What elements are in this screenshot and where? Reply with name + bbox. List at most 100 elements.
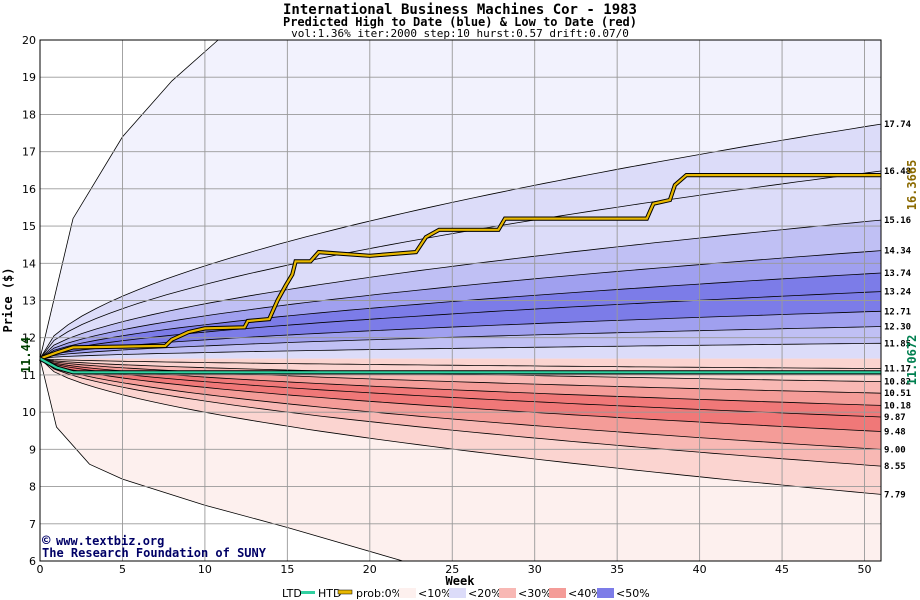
y-tick-label-20: 20 [22, 34, 36, 47]
high-quantile-label-7: 12.30 [884, 323, 911, 333]
high-quantile-line-0 [39, 123, 882, 359]
x-axis-label: Week [446, 574, 476, 588]
low-quantile-label-5: 9.00 [884, 445, 906, 455]
high-quantile-line-1 [39, 170, 882, 359]
axis-ticks: 0 5 10 15 20 25 30 35 40 45 50 6 7 8 9 10 11 12 13 14 15 16 17… [22, 34, 872, 576]
high-quantile-line-2 [39, 219, 882, 359]
legend-band-0-label: <10% [418, 587, 452, 600]
low-band-5 [40, 358, 881, 467]
low-quantile-label-2: 10.18 [884, 401, 911, 411]
copyright-icon: © [42, 533, 51, 549]
y-axis-label: Price ($) [1, 267, 15, 332]
htd-end-label: 16.3665 [905, 160, 919, 211]
x-tick-label-10: 10 [198, 563, 212, 576]
y-tick-label-17: 17 [22, 146, 36, 159]
legend-band-2-label: <30% [518, 587, 552, 600]
htd-line [39, 174, 881, 360]
y-tick-label-19: 19 [22, 71, 36, 84]
legend-ltd-swatch [301, 591, 315, 594]
y-tick-label-12: 12 [22, 332, 36, 345]
high-quantile-label-6: 12.71 [884, 307, 911, 317]
high-band-5 [40, 291, 881, 359]
high-band-3 [40, 250, 881, 359]
low-quantile-line-7 [39, 358, 882, 495]
high-quantile-label-3: 14.34 [884, 247, 912, 257]
high-quantile-label-1: 16.48 [884, 167, 911, 177]
y-tick-label-13: 13 [22, 295, 36, 308]
low-quantile-line-3 [39, 358, 882, 418]
low-quantile-line-5 [39, 358, 882, 450]
ltd-end-label: 11.0672 [905, 335, 919, 386]
y-tick-label-9: 9 [29, 443, 36, 456]
low-band-6 [40, 358, 881, 495]
series-lines [39, 173, 881, 375]
high-band-7 [40, 326, 881, 359]
x-tick-label-35: 35 [610, 563, 624, 576]
x-tick-label-5: 5 [119, 563, 126, 576]
quantile-labels: 17.74 16.48 15.16 14.34 13.74 13.24 12.71 12.30… [884, 120, 912, 500]
legend-band-2-swatch [499, 588, 516, 598]
legend-prob-label: prob:0% [356, 587, 402, 600]
low-band-3 [40, 358, 881, 432]
watermark-url: www.textbiz.org [56, 534, 164, 548]
high-quantile-label-2: 15.16 [884, 216, 911, 226]
low-quantile-line-6 [39, 358, 882, 467]
x-tick-label-0: 0 [37, 563, 44, 576]
low-band-4 [40, 358, 881, 450]
chart-title: International Business Machines Cor - 19… [282, 2, 637, 18]
legend-ltd-label: LTD [282, 587, 302, 600]
x-tick-label-25: 25 [445, 563, 459, 576]
high-band-2 [40, 220, 881, 359]
legend-band-1-label: <20% [468, 587, 502, 600]
low-quantile-line-2 [39, 358, 882, 406]
low-quantile-label-6: 8.55 [884, 462, 906, 472]
y-tick-label-14: 14 [22, 257, 36, 270]
high-quantile-label-9: 11.17 [884, 365, 911, 375]
high-quantile-line-6 [39, 310, 882, 359]
high-band-4 [40, 273, 881, 359]
chart-subtitle: Predicted High to Date (blue) & Low to D… [282, 15, 637, 29]
y-tick-label-7: 7 [29, 518, 36, 531]
low-quantile-label-1: 10.51 [884, 389, 911, 399]
high-quantile-line-3 [39, 250, 882, 359]
ltd-line [39, 357, 881, 374]
high-quantile-label-5: 13.24 [884, 288, 912, 298]
y-tick-label-11: 11 [22, 369, 36, 382]
legend-htd-swatch [337, 589, 353, 595]
x-tick-label-30: 30 [528, 563, 542, 576]
x-tick-label-40: 40 [693, 563, 707, 576]
x-tick-label-50: 50 [858, 563, 872, 576]
low-band-inner [40, 358, 881, 382]
y-tick-label-6: 6 [29, 555, 36, 568]
y-tick-label-8: 8 [29, 481, 36, 494]
high-band-0 [40, 124, 881, 359]
high-quantile-line-8 [39, 342, 882, 359]
x-tick-label-15: 15 [280, 563, 294, 576]
high-quantile-label-8: 11.85 [884, 339, 911, 349]
low-quantile-line-4 [39, 358, 882, 432]
y-tick-label-16: 16 [22, 183, 36, 196]
low-quantile-label-0: 10.82 [884, 378, 911, 388]
high-band-6 [40, 311, 881, 359]
x-tick-label-45: 45 [775, 563, 789, 576]
low-quantile-label-3: 9.87 [884, 413, 906, 423]
high-band-1 [40, 171, 881, 359]
legend-band-1-swatch [449, 588, 466, 598]
legend-band-4-label: <50% [616, 587, 650, 600]
legend-htd-label: HTD [318, 587, 341, 600]
high-quantile-line-9 [39, 358, 882, 369]
high-quantile-line-7 [39, 326, 882, 359]
watermark-org: The Research Foundation of SUNY [42, 546, 267, 560]
high-quantile-label-0: 17.74 [884, 120, 912, 130]
low-quantile-label-4: 9.48 [884, 427, 906, 437]
plot-frame [39, 39, 882, 562]
legend-band-3-label: <40% [568, 587, 602, 600]
y-tick-label-15: 15 [22, 220, 36, 233]
y-tick-label-10: 10 [22, 406, 36, 419]
high-quantile-label-4: 13.74 [884, 269, 912, 279]
start-price-label: 11.44 [19, 337, 33, 373]
simulation-parameters: vol:1.36% iter:2000 step:10 hurst:0.57 d… [291, 27, 629, 40]
legend-band-4-swatch [597, 588, 614, 598]
low-band-2 [40, 358, 881, 417]
